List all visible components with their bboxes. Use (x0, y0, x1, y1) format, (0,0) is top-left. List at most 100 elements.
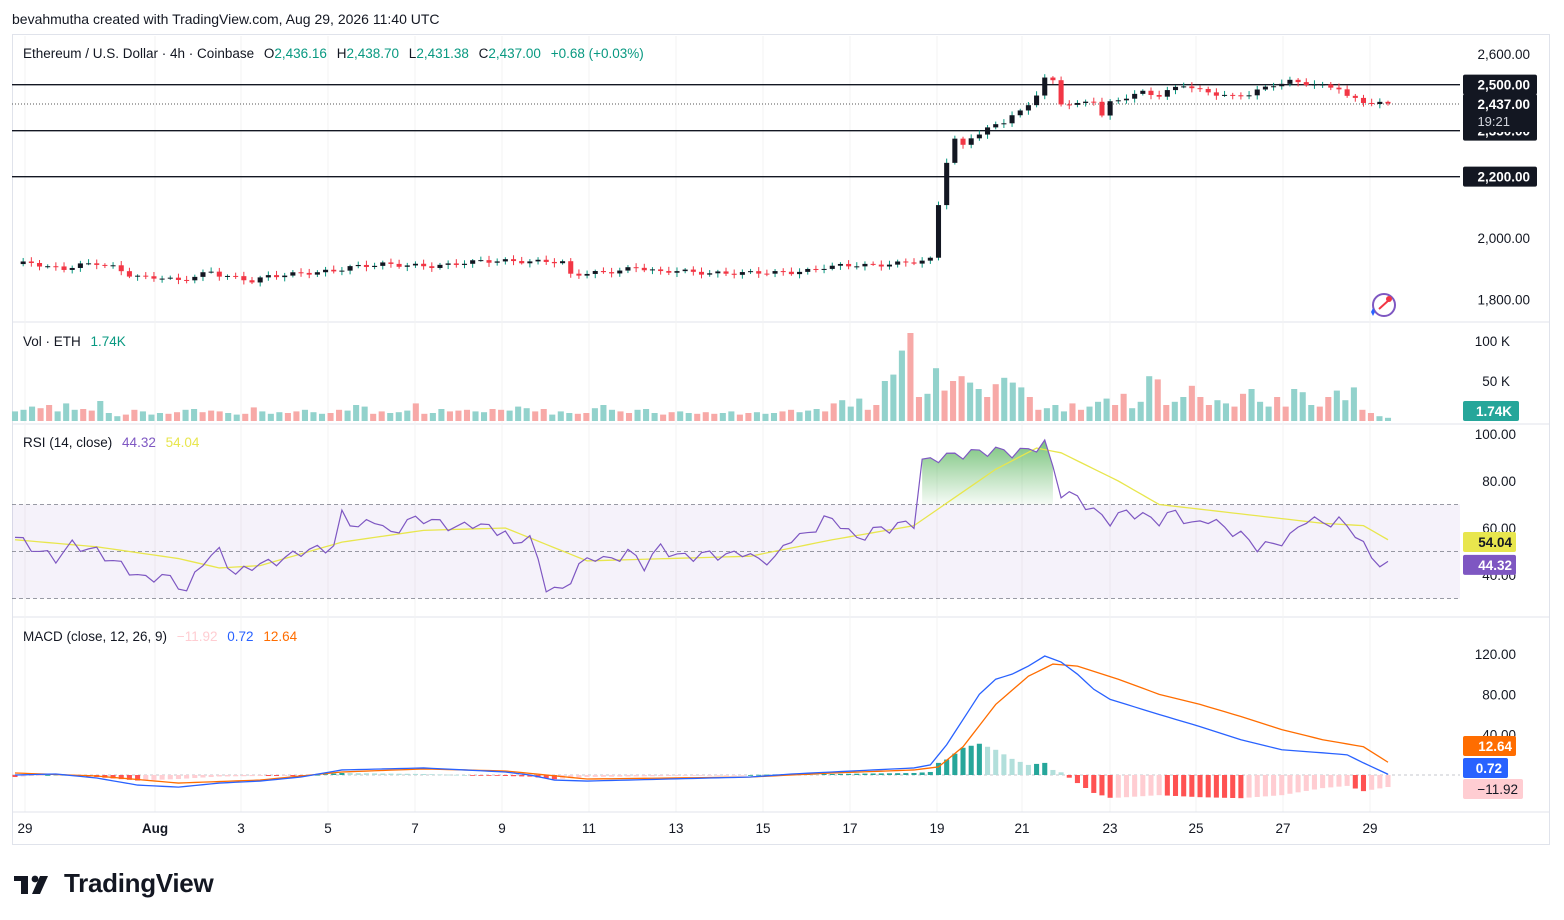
macd-histogram-bar (265, 775, 271, 777)
volume-bar (1060, 411, 1067, 421)
macd-histogram-bar (1189, 775, 1195, 797)
macd-histogram-bar (1254, 775, 1260, 797)
main-legend: Ethereum / U.S. Dollar · 4h · Coinbase O… (23, 46, 650, 61)
volume-bar (395, 412, 402, 421)
macd-histogram-bar (380, 773, 386, 775)
volume-bar (1291, 389, 1298, 421)
macd-histogram-bar (756, 774, 762, 776)
volume-bar (1171, 401, 1178, 421)
macd-histogram-bar (486, 775, 492, 776)
volume-bar (1316, 406, 1323, 421)
volume-bar (11, 411, 19, 421)
candle-body (1377, 101, 1383, 105)
candle-body (748, 271, 754, 273)
macd-histogram-bar (282, 775, 288, 777)
rsi-tick-label: 100.00 (1475, 427, 1516, 442)
candle-body (421, 263, 427, 267)
candle-body (1132, 93, 1138, 99)
time-axis-label: 11 (582, 821, 596, 836)
macd-histogram-bar (1230, 775, 1236, 798)
volume-bar (1137, 401, 1144, 421)
volume-bar (1163, 405, 1170, 421)
candle-body (1352, 95, 1358, 98)
candle-body (69, 267, 75, 270)
candle-body (560, 261, 566, 264)
candle-body (1360, 97, 1367, 103)
time-axis-label: 7 (411, 821, 419, 836)
macd-histogram-bar (1083, 775, 1089, 789)
macd-histogram-bar (862, 773, 868, 775)
volume-bar (1282, 406, 1289, 421)
candle-body (388, 262, 394, 264)
candle-body (1279, 83, 1285, 87)
macd-histogram-bar (976, 743, 982, 775)
rsi-ma-tag-bg (1463, 532, 1516, 553)
candle-body (919, 260, 925, 264)
macd-histogram-bar (1336, 775, 1342, 787)
low-value: 2,431.38 (416, 46, 469, 61)
volume-bar (1086, 406, 1093, 421)
candle-body (151, 276, 157, 279)
volume-bar (1214, 400, 1221, 421)
volume-bar (566, 413, 573, 421)
volume-bar (1376, 416, 1383, 421)
symbol-label: Ethereum / U.S. Dollar · 4h · Coinbase (23, 46, 255, 61)
macd-histogram-bar (445, 774, 451, 776)
volume-bar (506, 410, 513, 421)
candle-body (993, 124, 999, 128)
volume-bar (967, 382, 974, 421)
rsi-tick-label: 80.00 (1482, 474, 1516, 489)
live-indicator-icon[interactable] (1366, 290, 1400, 325)
macd-histogram-bar (576, 775, 582, 778)
macd-histogram-bar (175, 775, 181, 780)
volume-bar (864, 409, 871, 421)
candle-body (1222, 94, 1228, 96)
candle-body (641, 267, 647, 271)
candle-body (764, 273, 770, 275)
macd-histogram-bar (993, 749, 999, 775)
volume-bar (515, 406, 522, 421)
macd-histogram-bar (927, 771, 933, 775)
volume-bar (745, 413, 752, 421)
volume-bar (1367, 413, 1374, 421)
macd-histogram-bar (1262, 775, 1268, 797)
macd-histogram-bar (584, 775, 590, 778)
macd-histogram-bar (12, 775, 18, 778)
candle-body (224, 275, 231, 277)
candle-body (257, 277, 263, 283)
rsi-ma-last-label: 54.04 (1478, 535, 1512, 550)
macd-line-value: 0.72 (227, 629, 254, 644)
candle-body (756, 271, 762, 274)
macd-histogram-bar (290, 775, 296, 777)
macd-histogram-bar (1009, 758, 1015, 775)
macd-hist-tag-bg (1463, 779, 1523, 799)
candle-body (1091, 101, 1097, 103)
volume-bar (37, 408, 44, 421)
candle-body (339, 270, 345, 272)
macd-histogram-bar (764, 774, 770, 776)
volume-bar (856, 398, 863, 421)
macd-histogram-bar (739, 775, 745, 776)
volume-bar (660, 414, 667, 421)
macd-histogram-bar (1132, 775, 1138, 797)
volume-bar (1103, 398, 1110, 421)
macd-histogram-bar (985, 746, 991, 775)
close-value: 2,437.00 (488, 46, 541, 61)
candle-body (1001, 123, 1007, 125)
volume-bar (1265, 406, 1272, 421)
candle-body (445, 263, 451, 265)
macd-histogram-bar (257, 775, 263, 777)
macd-histogram-bar (682, 775, 688, 776)
macd-histogram-bar (1156, 775, 1162, 796)
macd-signal-tag-bg (1463, 736, 1516, 756)
volume-bar (753, 412, 760, 421)
candle-body (976, 134, 982, 139)
candle-body (45, 266, 51, 268)
candle-body (960, 138, 966, 145)
macd-histogram-bar (658, 775, 664, 777)
candle-body (175, 277, 181, 280)
candle-body (437, 264, 443, 268)
volume-bar (728, 411, 735, 421)
volume-bar (1009, 382, 1016, 421)
